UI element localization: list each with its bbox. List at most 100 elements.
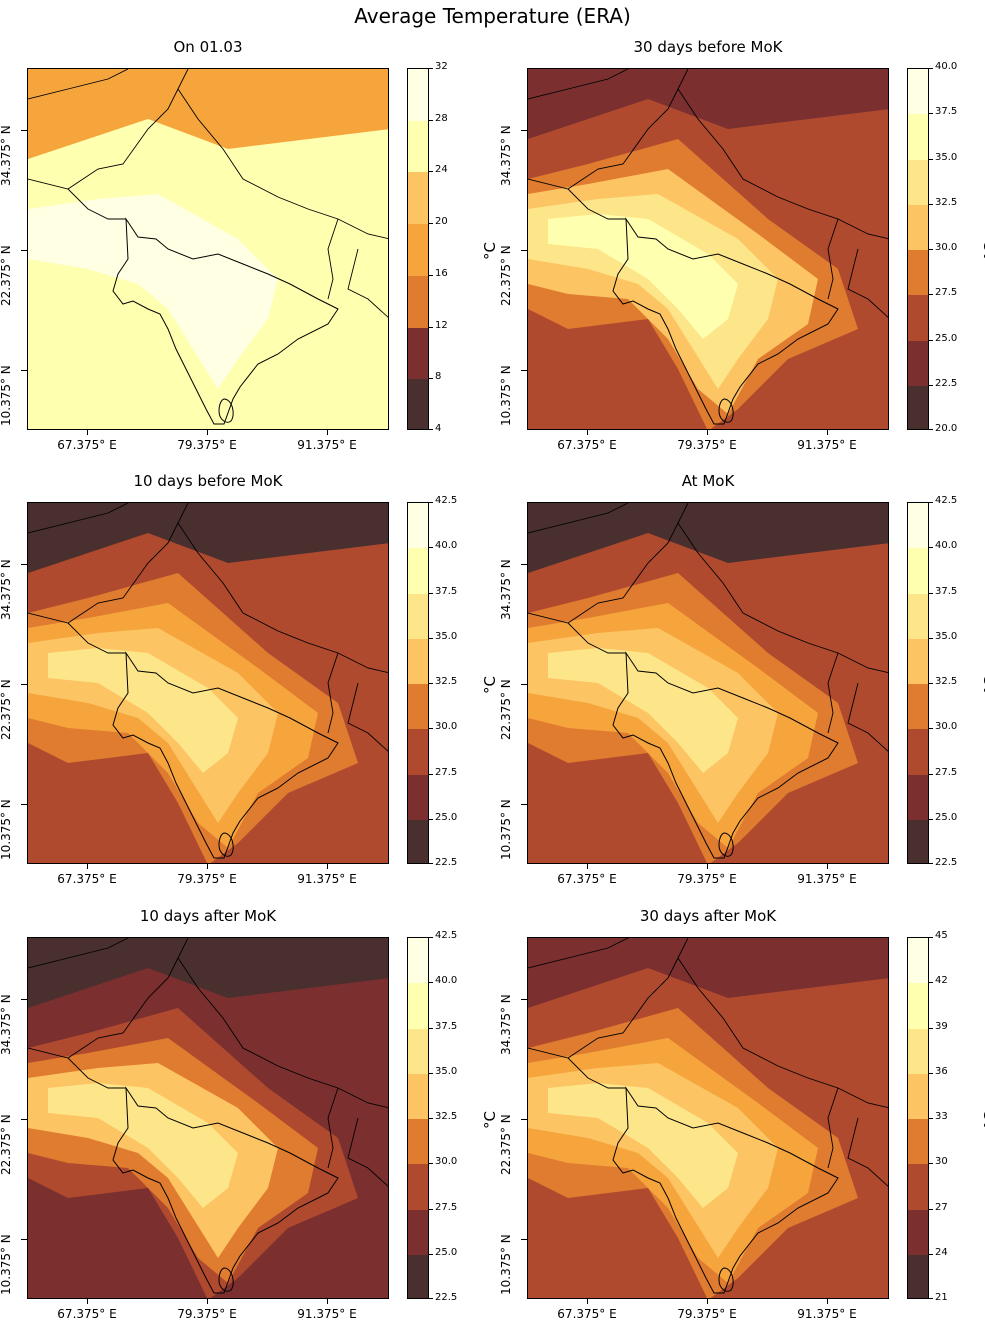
colorbar-tick [429,863,433,864]
y-tick-label: 22.375° N [499,1114,513,1175]
colorbar-tick-label: 37.5 [435,1020,458,1032]
colorbar-tick-label: 30.0 [435,721,458,733]
panel-title: At MoK [681,472,735,490]
colorbar-tick [929,547,933,549]
colorbar-band [408,729,428,775]
colorbar-band [908,204,928,250]
colorbar-tick-label: 27 [935,1201,948,1213]
colorbar-tick [929,863,933,864]
y-tick [521,130,527,131]
colorbar-band [908,729,928,775]
colorbar-tick-label: 42.5 [935,495,958,506]
y-tick [21,250,27,251]
colorbar [407,937,429,1299]
x-tick-label: 67.375° E [557,438,617,452]
colorbar-tick-label: 36 [935,1065,948,1077]
colorbar-band [408,69,428,121]
x-tick [587,430,588,435]
colorbar-tick [929,1072,933,1074]
colorbar-tick [429,637,433,639]
colorbar-tick [429,502,433,503]
colorbar-tick [429,119,433,121]
colorbar-tick-label: 21 [935,1292,948,1303]
y-tick [521,684,527,685]
colorbar-band [908,938,928,984]
colorbar-tick [929,249,933,250]
x-tick-label: 67.375° E [57,872,117,886]
x-tick [827,430,828,435]
y-tick-label: 10.375° N [0,799,13,860]
colorbar-tick [929,1208,933,1210]
x-tick [87,864,88,869]
colorbar-tick-label: 4 [435,423,442,434]
colorbar-band [908,593,928,639]
colorbar-tick-label: 42 [935,975,948,987]
colorbar-tick [929,384,933,386]
x-tick-label: 91.375° E [797,872,857,886]
colorbar-tick [429,773,433,775]
temperature-map [27,502,389,864]
y-tick [21,1239,27,1240]
x-tick [707,1299,708,1304]
x-tick-label: 79.375° E [677,872,737,886]
y-tick-label: 34.375° N [0,559,13,620]
y-tick [521,1119,527,1120]
colorbar-tick [929,592,933,594]
colorbar-tick [929,339,933,341]
panel-title: 30 days after MoK [639,907,777,925]
colorbar-tick [429,429,433,430]
x-tick-label: 67.375° E [57,438,117,452]
x-tick-label: 79.375° E [177,438,237,452]
colorbar-tick-label: 25.0 [935,332,958,344]
colorbar-tick-label: 35.0 [935,151,958,163]
y-tick [21,999,27,1000]
colorbar-tick-label: 30.0 [935,242,958,253]
colorbar-tick-label: 42.5 [435,495,458,506]
colorbar-tick [429,274,433,276]
colorbar-band [408,593,428,639]
x-tick-label: 79.375° E [177,1307,237,1321]
temperature-map [527,68,889,430]
colorbar-tick [429,1163,433,1165]
colorbar-tick [929,294,933,296]
colorbar-tick [429,1208,433,1210]
colorbar-tick [429,1072,433,1074]
colorbar-tick [429,171,433,173]
colorbar-tick [429,547,433,549]
colorbar-tick-label: 25.0 [435,1246,458,1258]
x-tick [327,1299,328,1304]
x-tick-label: 79.375° E [677,438,737,452]
colorbar-band [408,1209,428,1255]
colorbar-tick [429,1253,433,1255]
y-tick-label: 22.375° N [499,245,513,306]
colorbar-tick-label: 39 [935,1020,948,1032]
colorbar-tick-label: 24 [435,164,448,176]
temperature-map [27,68,389,430]
y-tick [21,1119,27,1120]
colorbar-unit-label: °C [481,242,499,260]
colorbar-tick [429,982,433,984]
colorbar-tick [929,637,933,639]
x-tick [827,1299,828,1304]
colorbar-band [908,340,928,386]
colorbar-tick-label: 8 [435,371,442,383]
y-tick [521,999,527,1000]
colorbar-tick-label: 30.0 [935,721,958,733]
colorbar [407,68,429,430]
colorbar-tick-label: 12 [435,319,448,331]
colorbar-band [908,503,928,549]
x-tick-label: 91.375° E [297,438,357,452]
colorbar-unit-label: °C [981,1111,985,1129]
colorbar-tick [929,818,933,820]
colorbar-tick-label: 35.0 [935,630,958,642]
colorbar-tick-label: 40.0 [435,975,458,987]
colorbar-tick [929,502,933,503]
colorbar-band [908,1028,928,1074]
y-tick-label: 22.375° N [0,245,13,306]
colorbar-band [408,1073,428,1119]
temperature-map [27,937,389,1299]
colorbar-unit-label: °C [981,676,985,694]
y-tick [521,804,527,805]
y-tick [521,370,527,371]
x-tick [707,430,708,435]
